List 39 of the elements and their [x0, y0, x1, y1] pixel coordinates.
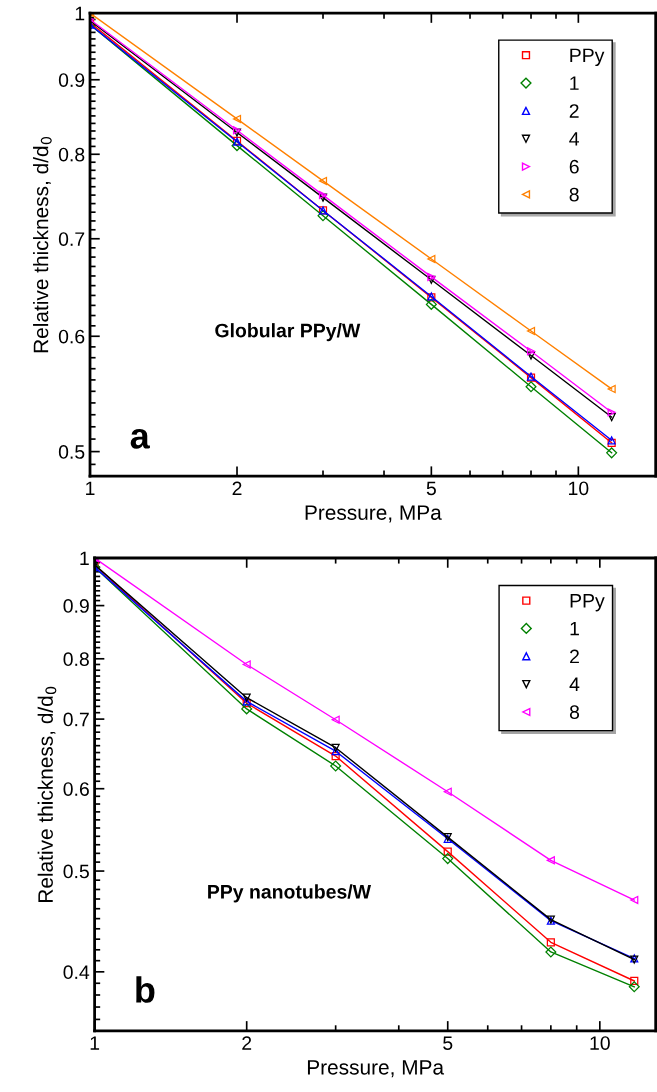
y-tick-label: 0.7: [58, 232, 85, 246]
legend-label: 4: [569, 132, 579, 146]
y-tick-label: 0.8: [58, 147, 85, 162]
legend-label: 6: [569, 159, 579, 174]
x-tick-label: 2: [232, 481, 242, 496]
legend-label: 2: [569, 104, 579, 118]
legend-label: 2: [570, 649, 579, 664]
y-axis-title: Relative thickness, d/d$_{0}$: [33, 136, 52, 353]
legend-label: 1: [570, 621, 579, 636]
y-tick-label: 0.4: [63, 965, 90, 980]
legend-label: 8: [569, 705, 580, 719]
annotation: Globular PPy/W: [215, 323, 361, 342]
legend-label: 8: [569, 187, 579, 202]
legend-label: 1: [570, 76, 579, 90]
y-tick-label: 0.7: [63, 712, 89, 727]
x-tick-label: 5: [443, 1036, 453, 1050]
y-tick-label: 0.8: [63, 652, 89, 667]
x-tick-label: 10: [569, 481, 589, 496]
annotation: b: [136, 976, 155, 1003]
y-tick-label: 0.9: [63, 599, 89, 613]
x-axis-title: Pressure, MPa: [305, 505, 442, 523]
y-tick-label: 1: [75, 6, 85, 21]
legend-label: PPy: [570, 48, 605, 67]
y-tick-label: 0.5: [63, 864, 89, 879]
y-tick-label: 0.6: [63, 782, 89, 796]
y-tick-label: 0.9: [58, 73, 85, 87]
legend-label: PPy: [570, 594, 605, 612]
legend-label: 4: [569, 677, 580, 691]
y-tick-label: 0.6: [58, 329, 85, 344]
annotation: a: [130, 428, 150, 449]
y-tick-label: 0.5: [58, 445, 85, 459]
y-axis-title: Relative thickness, d/d$_{0}$: [37, 686, 57, 902]
y-tick-label: 1: [80, 551, 89, 566]
x-tick-label: 1: [90, 1036, 100, 1050]
x-tick-label: 5: [426, 481, 436, 496]
annotation: PPy nanotubes/W: [208, 884, 372, 903]
x-tick-label: 2: [242, 1036, 252, 1050]
x-axis-title: Pressure, MPa: [307, 1060, 445, 1078]
x-tick-label: 10: [590, 1036, 610, 1050]
